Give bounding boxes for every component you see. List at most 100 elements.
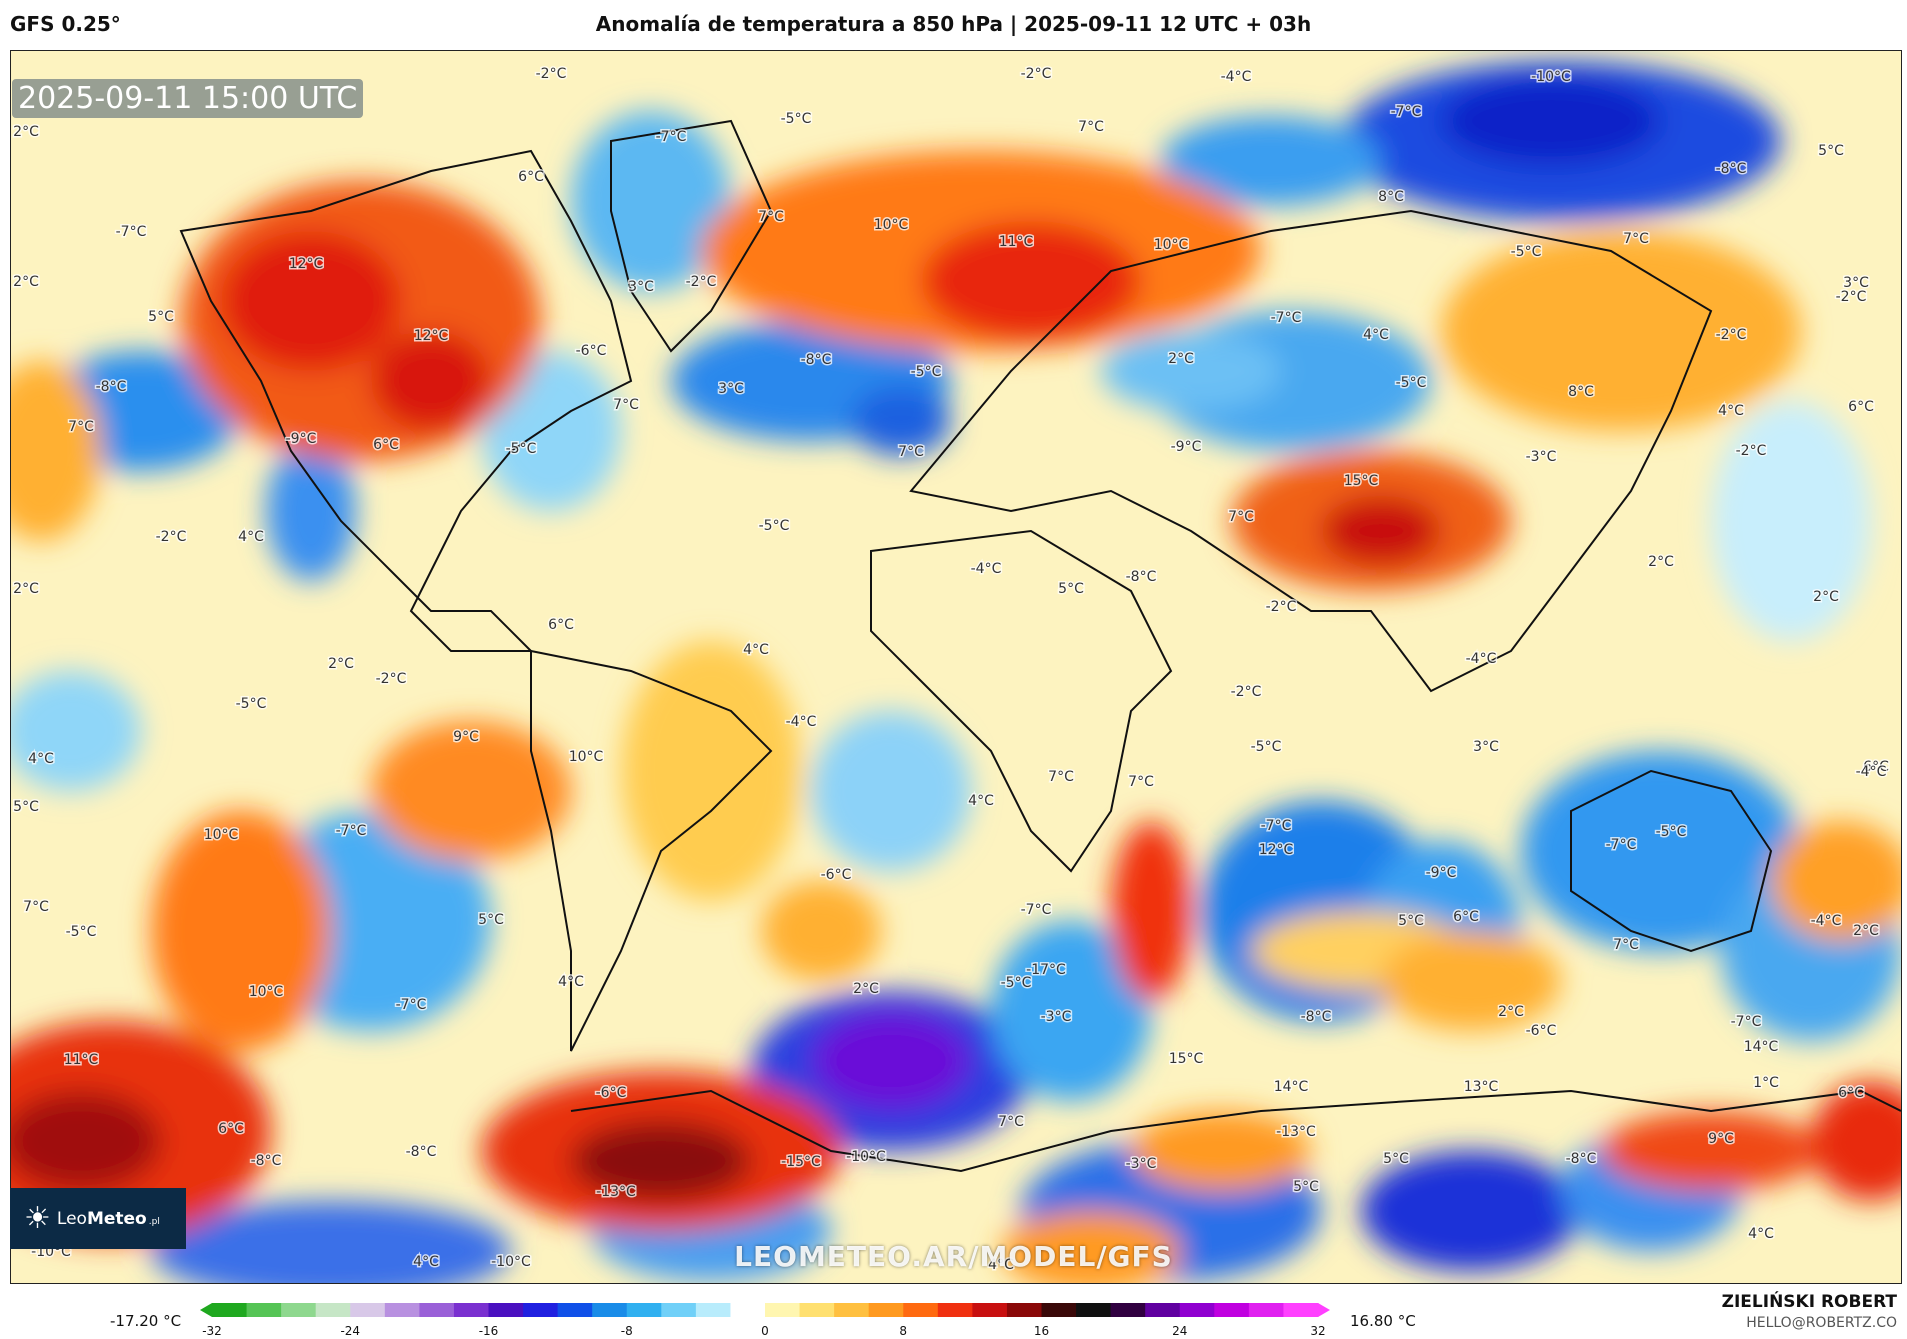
anomaly-label: -10°C: [846, 1149, 886, 1165]
anomaly-label: 5°C: [1058, 581, 1084, 597]
color-swatch: [315, 1303, 351, 1317]
anomaly-label: -10°C: [491, 1254, 531, 1270]
anomaly-label: -2°C: [1836, 289, 1867, 305]
anomaly-label: 2°C: [1648, 554, 1674, 570]
anomaly-label: 7°C: [1228, 509, 1254, 525]
anomaly-label: 6°C: [373, 437, 399, 453]
anomaly-map[interactable]: -2°C -2°C -4°C -10°C 2°C -5°C -7°C 7°C -7°C 5°C 6°…: [10, 50, 1902, 1284]
anomaly-label: -7°C: [1731, 1014, 1762, 1030]
anomaly-label: -7°C: [1261, 818, 1292, 834]
color-swatch: [592, 1303, 628, 1317]
color-swatch: [246, 1303, 282, 1317]
anomaly-label: -3°C: [1526, 449, 1557, 465]
map-title: Anomalía de temperatura a 850 hPa | 2025…: [595, 12, 1312, 36]
anomaly-label: 8°C: [1378, 189, 1404, 205]
anomaly-label: -2°C: [1231, 684, 1262, 700]
anomaly-label: 7°C: [1128, 774, 1154, 790]
anomaly-field: -2°C -2°C -4°C -10°C 2°C -5°C -7°C 7°C -7°C 5°C 6°…: [11, 51, 1901, 1283]
anomaly-label: 2°C: [13, 274, 39, 290]
anomaly-label: 4°C: [558, 974, 584, 990]
anomaly-label: -2°C: [686, 274, 717, 290]
anomaly-label: 2°C: [1813, 589, 1839, 605]
anomaly-label: -2°C: [1021, 66, 1052, 82]
color-swatch: [1145, 1303, 1181, 1317]
anomaly-label: -5°C: [1656, 824, 1687, 840]
color-swatch: [972, 1303, 1008, 1317]
color-swatch: [212, 1303, 248, 1317]
anomaly-label: 2°C: [1498, 1004, 1524, 1020]
legend-max: 16.80 °C: [1350, 1312, 1416, 1330]
color-swatch: [1006, 1303, 1042, 1317]
anomaly-label: 10°C: [249, 984, 284, 1000]
anomaly-label: 3°C: [1843, 275, 1869, 291]
color-swatch: [281, 1303, 317, 1317]
legend-tick: 0: [761, 1324, 769, 1338]
color-scale: [200, 1303, 1330, 1317]
anomaly-label: 15°C: [1169, 1051, 1204, 1067]
anomaly-label: 4°C: [1748, 1226, 1774, 1242]
color-extend-low: [200, 1303, 212, 1317]
color-swatch: [1041, 1303, 1077, 1317]
anomaly-label: -13°C: [1276, 1124, 1316, 1140]
anomaly-label: 6°C: [1453, 909, 1479, 925]
anomaly-label: -5°C: [236, 696, 267, 712]
legend-tick: 32: [1310, 1324, 1326, 1338]
anomaly-label: -5°C: [1001, 975, 1032, 991]
anomaly-label: -5°C: [759, 518, 790, 534]
anomaly-label: 4°C: [743, 642, 769, 658]
anomaly-label: 7°C: [1048, 769, 1074, 785]
anomaly-label: 4°C: [988, 1257, 1014, 1273]
anomaly-label: -5°C: [1251, 739, 1282, 755]
anomaly-label: 7°C: [23, 899, 49, 915]
anomaly-label: -5°C: [506, 441, 537, 457]
anomaly-label: 2°C: [328, 656, 354, 672]
anomaly-label: -4°C: [971, 561, 1002, 577]
color-swatch: [765, 1303, 801, 1317]
anomaly-label: 7°C: [898, 444, 924, 460]
anomaly-label: 11°C: [999, 234, 1034, 250]
anomaly-label: 7°C: [1078, 119, 1104, 135]
anomaly-label: -5°C: [781, 111, 812, 127]
color-swatch: [937, 1303, 973, 1317]
model-name: GFS 0.25°: [10, 12, 121, 36]
color-swatch: [557, 1303, 593, 1317]
anomaly-label: -4°C: [1856, 764, 1887, 780]
legend-tick: 8: [899, 1324, 908, 1338]
color-swatch: [1283, 1303, 1319, 1317]
anomaly-label: -8°C: [801, 352, 832, 368]
legend-tick: 16: [1033, 1324, 1050, 1338]
anomaly-label: 10°C: [874, 217, 909, 233]
color-swatch: [626, 1303, 662, 1317]
anomaly-label: 10°C: [204, 827, 239, 843]
anomaly-label: 5°C: [148, 309, 174, 325]
anomaly-label: -7°C: [656, 129, 687, 145]
anomaly-label: 7°C: [1623, 231, 1649, 247]
color-swatch: [1248, 1303, 1284, 1317]
anomaly-label: 14°C: [1274, 1079, 1309, 1095]
anomaly-label: -3°C: [1126, 1156, 1157, 1172]
color-swatch: [1214, 1303, 1250, 1317]
anomaly-label: 3°C: [1473, 739, 1499, 755]
anomaly-label: -9°C: [1171, 439, 1202, 455]
color-swatch: [834, 1303, 870, 1317]
color-swatch: [695, 1303, 731, 1317]
anomaly-label: -4°C: [1221, 69, 1252, 85]
anomaly-label: 5°C: [13, 799, 39, 815]
anomaly-label: -6°C: [1526, 1023, 1557, 1039]
anomaly-label: -8°C: [1566, 1151, 1597, 1167]
anomaly-label: -4°C: [786, 714, 817, 730]
anomaly-label: -4°C: [1811, 913, 1842, 929]
header-bar: GFS 0.25° Anomalía de temperatura a 850 …: [0, 0, 1907, 50]
anomaly-label: -8°C: [406, 1144, 437, 1160]
author-name: ZIELIŃSKI ROBERT: [1721, 1292, 1897, 1312]
anomaly-label: 9°C: [1708, 1131, 1734, 1147]
color-swatch: [868, 1303, 904, 1317]
sun-icon: ☀: [24, 1201, 51, 1236]
leometeo-logo[interactable]: ☀ LeoMeteo .pl: [10, 1188, 186, 1249]
legend-min: -17.20 °C: [110, 1312, 182, 1330]
anomaly-label: -6°C: [596, 1085, 627, 1101]
anomaly-label: -6°C: [821, 867, 852, 883]
anomaly-label: -5°C: [66, 924, 97, 940]
anomaly-label: 9°C: [453, 729, 479, 745]
author-email: HELLO@ROBERTZ.CO: [1746, 1315, 1897, 1331]
